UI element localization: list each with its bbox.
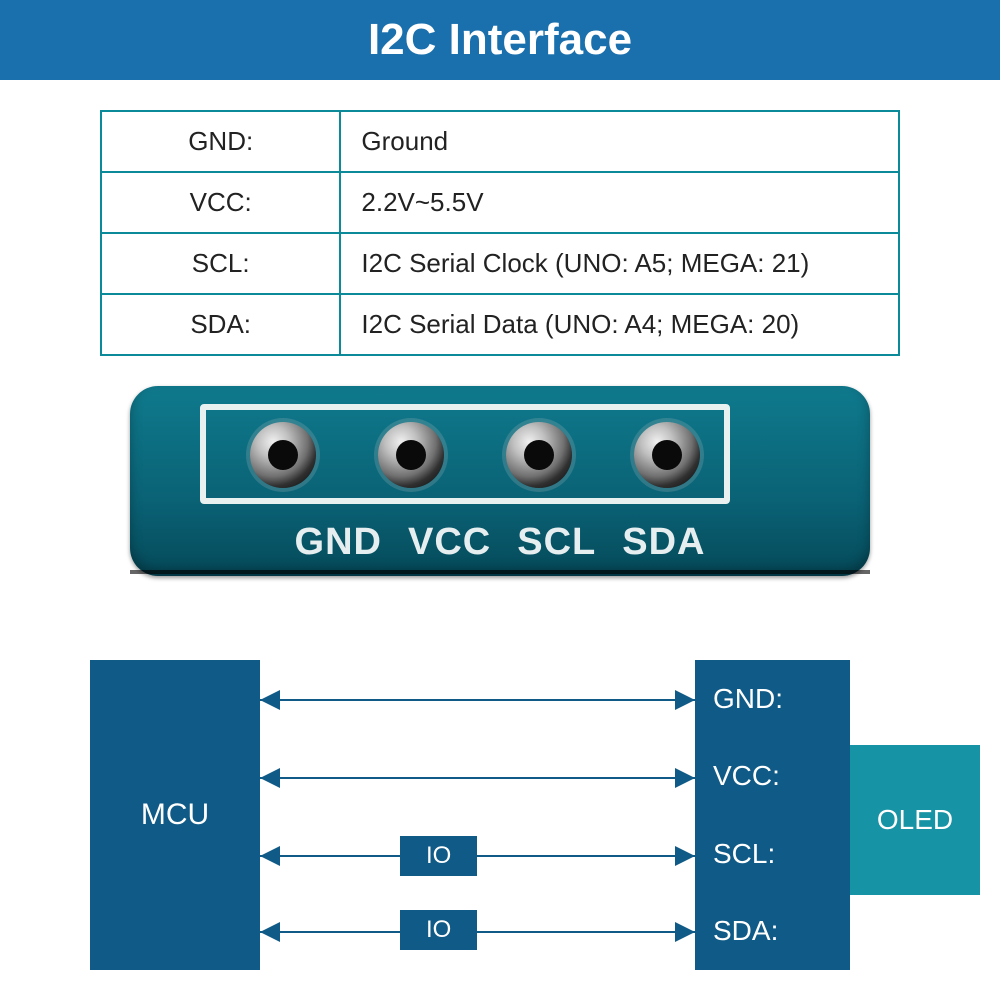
pin-table-wrap: GND: Ground VCC: 2.2V~5.5V SCL: I2C Seri… <box>100 110 900 356</box>
pcb-hole <box>250 422 316 488</box>
pcb-labels: GND VCC SCL SDA <box>130 521 870 564</box>
oled-block: OLED <box>850 745 980 895</box>
pcb-label: SDA <box>622 521 705 564</box>
pcb-hole <box>506 422 572 488</box>
pin-table: GND: Ground VCC: 2.2V~5.5V SCL: I2C Seri… <box>100 110 900 356</box>
header-title: I2C Interface <box>368 15 632 65</box>
pin-label: VCC: <box>101 172 340 233</box>
pcb-label: GND <box>295 521 382 564</box>
pin-item: GND: <box>713 683 850 715</box>
io-label: IO <box>400 910 477 950</box>
pcb-label: VCC <box>408 521 491 564</box>
connection-diagram: MCU GND: VCC: SCL: SDA: OLED IO IO <box>0 660 1000 990</box>
pcb-hole <box>634 422 700 488</box>
pin-item: SDA: <box>713 915 850 947</box>
pin-label: GND: <box>101 111 340 172</box>
header-bar: I2C Interface <box>0 0 1000 80</box>
pin-desc: Ground <box>340 111 899 172</box>
pin-desc: I2C Serial Data (UNO: A4; MEGA: 20) <box>340 294 899 355</box>
pin-label: SDA: <box>101 294 340 355</box>
oled-label: OLED <box>877 804 953 836</box>
pcb-bottom-edge <box>130 570 870 574</box>
mcu-block: MCU <box>90 660 260 970</box>
pins-block: GND: VCC: SCL: SDA: <box>695 660 850 970</box>
pcb-board: GND VCC SCL SDA <box>130 386 870 576</box>
table-row: SDA: I2C Serial Data (UNO: A4; MEGA: 20) <box>101 294 899 355</box>
table-row: VCC: 2.2V~5.5V <box>101 172 899 233</box>
table-row: GND: Ground <box>101 111 899 172</box>
io-label: IO <box>400 836 477 876</box>
pin-item: SCL: <box>713 838 850 870</box>
pcb-label: SCL <box>517 521 596 564</box>
pcb-hole <box>378 422 444 488</box>
pin-label: SCL: <box>101 233 340 294</box>
table-row: SCL: I2C Serial Clock (UNO: A5; MEGA: 21… <box>101 233 899 294</box>
pcb-graphic: GND VCC SCL SDA <box>130 386 870 576</box>
pin-desc: 2.2V~5.5V <box>340 172 899 233</box>
mcu-label: MCU <box>141 798 209 832</box>
pin-desc: I2C Serial Clock (UNO: A5; MEGA: 21) <box>340 233 899 294</box>
pin-item: VCC: <box>713 760 850 792</box>
